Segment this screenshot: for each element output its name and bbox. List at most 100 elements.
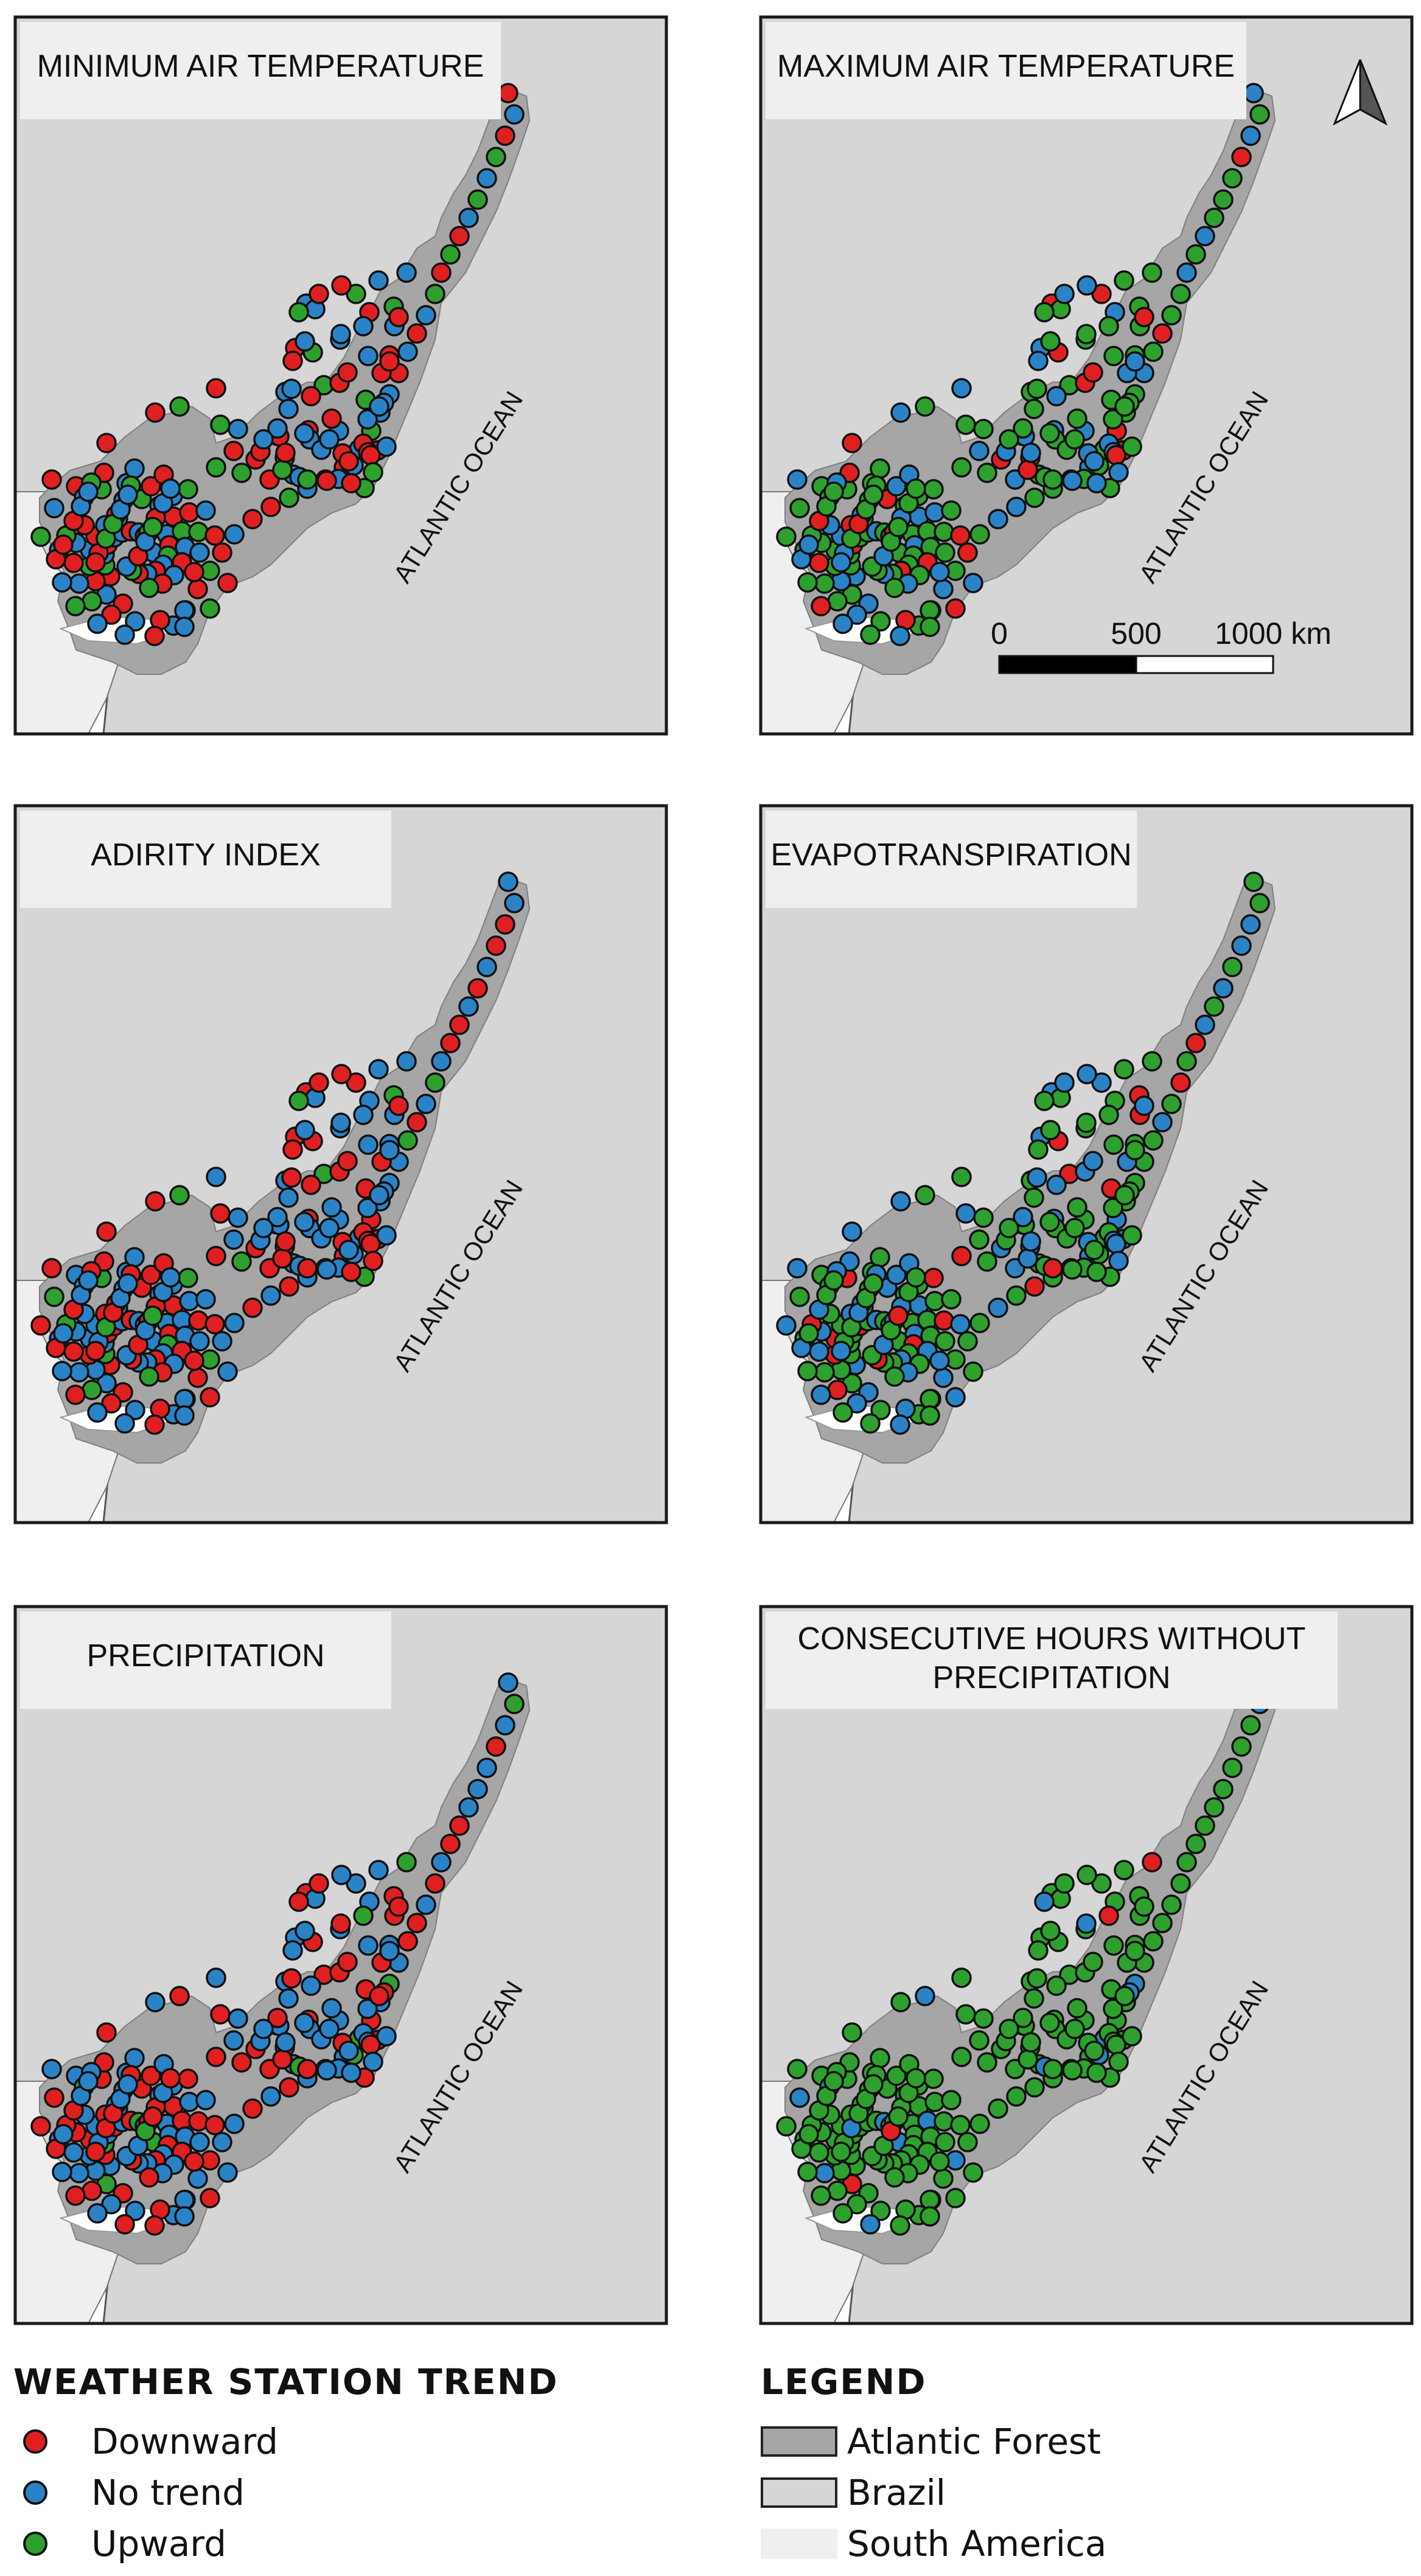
weather-station-marker [833, 613, 853, 634]
weather-station-marker [224, 524, 245, 545]
weather-station-marker [787, 1258, 808, 1279]
weather-station-marker [295, 1921, 315, 1941]
scale-segment [998, 655, 1137, 674]
weather-station-marker [1040, 1120, 1061, 1140]
weather-station-marker [1142, 1051, 1162, 1072]
weather-station-marker [955, 414, 976, 435]
scale-bar: 0 500 1000 km [991, 616, 1332, 674]
weather-station-marker [297, 1258, 318, 1279]
weather-station-marker [1125, 1941, 1145, 1961]
weather-station-marker [124, 458, 145, 479]
weather-station-marker [242, 509, 263, 529]
weather-station-marker [811, 596, 831, 616]
weather-station-marker [1027, 1968, 1047, 1989]
weather-station-marker [275, 442, 296, 463]
weather-station-marker [951, 1967, 972, 1988]
weather-station-marker [1034, 1891, 1055, 1912]
weather-station-marker [1142, 1852, 1162, 1873]
weather-station-marker [416, 305, 436, 326]
weather-station-marker [847, 1393, 867, 1414]
weather-station-marker [1086, 1262, 1107, 1282]
weather-station-marker [210, 414, 231, 435]
weather-station-marker [1142, 262, 1162, 283]
weather-station-marker [337, 1151, 358, 1171]
weather-station-marker [179, 2092, 200, 2112]
weather-station-marker [231, 462, 252, 483]
weather-station-marker [407, 323, 427, 344]
weather-station-marker [1067, 408, 1088, 429]
weather-station-marker [204, 2115, 225, 2135]
weather-station-marker [204, 1314, 225, 1335]
south-america-swatch [761, 2529, 837, 2559]
weather-station-marker [1185, 1033, 1206, 1053]
legend-label-brazil: Brazil [847, 2472, 946, 2513]
weather-station-marker [69, 2163, 89, 2183]
weather-station-marker [388, 1896, 409, 1917]
weather-station-marker [1021, 2032, 1041, 2053]
weather-station-marker [1076, 324, 1097, 344]
weather-station-marker [1054, 1873, 1075, 1894]
weather-station-marker [988, 1297, 1008, 1318]
weather-station-marker [1185, 1834, 1206, 1854]
weather-station-marker [884, 1366, 905, 1387]
map-area [15, 17, 666, 734]
weather-station-marker [920, 2206, 940, 2227]
weather-station-marker [217, 1361, 238, 1382]
weather-station-marker [1013, 2008, 1033, 2028]
scale-label: 0 [991, 616, 1008, 651]
weather-station-marker [935, 1331, 955, 1352]
weather-station-marker [174, 2206, 195, 2227]
weather-station-marker [184, 1350, 204, 1371]
weather-station-marker [52, 1361, 72, 1381]
weather-station-marker [281, 1968, 302, 1989]
weather-station-marker [888, 1305, 909, 1326]
weather-station-marker [1064, 1218, 1085, 1238]
weather-station-marker [1125, 351, 1145, 372]
weather-station-marker [30, 526, 51, 547]
weather-station-marker [890, 402, 911, 423]
panel-frame [759, 804, 1414, 1524]
weather-station-marker [142, 517, 163, 537]
weather-station-marker [397, 1130, 418, 1151]
panel-frame [13, 15, 668, 736]
weather-station-marker [1204, 208, 1224, 228]
weather-station-marker [1213, 189, 1234, 210]
weather-station-marker [331, 275, 352, 296]
weather-station-marker [1084, 1240, 1105, 1260]
weather-station-marker [206, 378, 226, 399]
weather-station-marker [1027, 1167, 1047, 1188]
weather-station-marker [486, 1736, 506, 1757]
weather-station-marker [189, 542, 210, 563]
weather-station-marker [920, 616, 940, 637]
weather-station-marker [1098, 1105, 1119, 1125]
weather-station-marker [941, 2090, 962, 2110]
weather-station-marker [309, 284, 329, 304]
weather-station-marker [1213, 1779, 1234, 1799]
weather-station-marker [950, 525, 971, 546]
weather-station-marker [231, 1251, 252, 1272]
weather-station-marker [330, 324, 351, 344]
weather-station-marker [934, 522, 954, 542]
weather-station-marker [1103, 1998, 1123, 2019]
weather-station-marker [363, 2051, 383, 2072]
weather-station-marker [141, 2065, 161, 2086]
weather-station-marker [1125, 1140, 1145, 1161]
weather-station-marker [1039, 2012, 1060, 2033]
weather-station-marker [814, 2163, 835, 2183]
weather-station-marker [278, 1988, 299, 2009]
weather-station-marker [388, 1095, 409, 1116]
weather-station-marker [160, 1267, 181, 1288]
weather-station-marker [945, 1387, 966, 1408]
weather-station-marker [1249, 104, 1270, 125]
weather-station-marker [200, 1387, 220, 1408]
weather-station-marker [358, 346, 379, 366]
weather-station-marker [923, 1268, 944, 1288]
weather-station-marker [41, 2059, 62, 2079]
weather-station-marker [144, 1414, 165, 1435]
map-area [15, 806, 666, 1523]
weather-station-marker [823, 1270, 844, 1291]
weather-station-marker [212, 1331, 232, 1352]
weather-station-marker [52, 572, 72, 593]
weather-station-marker [1028, 1139, 1049, 1160]
weather-station-marker [831, 552, 851, 573]
